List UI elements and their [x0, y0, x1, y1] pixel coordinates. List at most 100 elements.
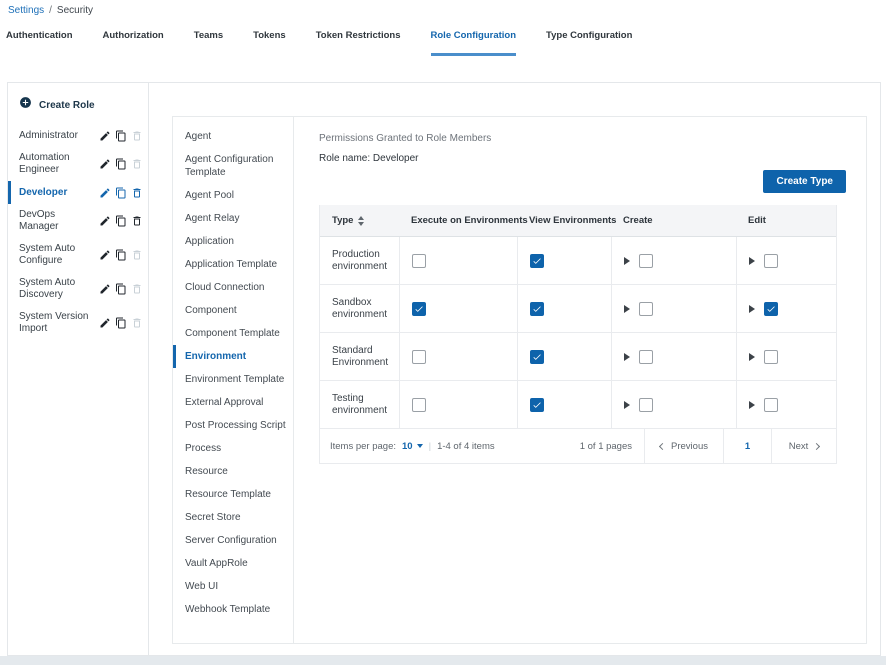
execute-on-environments-checkbox[interactable] [412, 253, 426, 268]
expand-triangle-icon[interactable] [624, 256, 630, 265]
pencil-icon[interactable] [98, 249, 111, 262]
column-header-create: Create [611, 215, 736, 226]
type-item-application[interactable]: Application [185, 236, 234, 247]
edit-checkbox[interactable] [764, 349, 778, 364]
type-item-agent-relay[interactable]: Agent Relay [185, 213, 240, 224]
type-item-component[interactable]: Component [185, 305, 237, 316]
tab-type-configuration[interactable]: Type Configuration [546, 30, 633, 41]
tab-tokens[interactable]: Tokens [253, 30, 286, 41]
copy-icon[interactable] [114, 215, 127, 228]
types-list: Agent Agent Configuration Template Agent P… [173, 117, 294, 643]
permissions-area: Permissions Granted to Role Members Role… [294, 117, 866, 643]
page-bottom-strip [0, 656, 886, 665]
permissions-table: Type Execute on Environments View Environm… [319, 205, 837, 464]
trash-icon[interactable] [130, 215, 143, 228]
expand-triangle-icon[interactable] [749, 256, 755, 265]
copy-icon[interactable] [114, 249, 127, 262]
role-row-devops-manager[interactable]: DevOps Manager [8, 204, 148, 238]
pencil-icon[interactable] [98, 317, 111, 330]
edit-checkbox[interactable] [764, 301, 778, 316]
table-row-sandbox-environment: Sandbox environment [320, 285, 836, 333]
execute-on-environments-checkbox[interactable] [412, 397, 426, 412]
pencil-icon[interactable] [98, 158, 111, 171]
type-item-agent[interactable]: Agent [185, 131, 212, 142]
expand-triangle-icon[interactable] [749, 352, 755, 361]
create-checkbox[interactable] [639, 301, 653, 316]
role-row-system-auto-discovery[interactable]: System Auto Discovery [8, 272, 148, 306]
type-item-agent-configuration-template[interactable]: Agent Configuration Template [185, 154, 274, 178]
copy-icon[interactable] [114, 158, 127, 171]
column-header-label: Edit [748, 215, 766, 226]
next-page-button[interactable]: Next [771, 429, 836, 463]
execute-on-environments-checkbox[interactable] [412, 349, 426, 364]
expand-triangle-icon[interactable] [624, 400, 630, 409]
column-header-label: View Environments [529, 215, 617, 226]
type-item-secret-store[interactable]: Secret Store [185, 512, 241, 523]
type-item-server-configuration[interactable]: Server Configuration [185, 535, 277, 546]
view-environments-checkbox[interactable] [530, 253, 544, 268]
items-per-page-select[interactable]: 10 [402, 441, 423, 452]
type-item-vault-approle[interactable]: Vault AppRole [185, 558, 248, 569]
copy-icon[interactable] [114, 186, 127, 199]
tab-authorization[interactable]: Authorization [102, 30, 164, 41]
edit-checkbox[interactable] [764, 253, 778, 268]
role-row-administrator[interactable]: Administrator [8, 124, 148, 147]
type-item-resource[interactable]: Resource [185, 466, 228, 477]
pencil-icon[interactable] [98, 283, 111, 296]
type-item-application-template[interactable]: Application Template [185, 259, 278, 270]
view-environments-checkbox[interactable] [530, 301, 544, 316]
type-item-external-approval[interactable]: External Approval [185, 397, 264, 408]
execute-on-environments-checkbox[interactable] [412, 301, 426, 316]
type-item-agent-pool[interactable]: Agent Pool [185, 190, 234, 201]
breadcrumb-settings-link[interactable]: Settings [8, 5, 45, 16]
sort-arrows-icon[interactable] [358, 215, 365, 226]
edit-cell [736, 237, 836, 284]
type-item-component-template[interactable]: Component Template [185, 328, 280, 339]
copy-icon[interactable] [114, 317, 127, 330]
role-row-developer[interactable]: Developer [8, 181, 148, 204]
copy-icon[interactable] [114, 283, 127, 296]
type-item-process[interactable]: Process [185, 443, 222, 454]
role-name-label: Role name: [319, 153, 371, 164]
type-item-environment[interactable]: Environment [173, 345, 293, 368]
create-checkbox[interactable] [639, 397, 653, 412]
type-item-web-ui[interactable]: Web UI [185, 581, 219, 592]
create-checkbox[interactable] [639, 253, 653, 268]
plus-circle-icon [19, 96, 32, 114]
tab-role-configuration[interactable]: Role Configuration [430, 30, 517, 56]
role-row-system-auto-configure[interactable]: System Auto Configure [8, 238, 148, 272]
tab-authentication[interactable]: Authentication [6, 30, 73, 41]
create-role-button[interactable]: Create Role [8, 96, 148, 114]
execute-cell [399, 333, 517, 380]
trash-icon[interactable] [130, 186, 143, 199]
pencil-icon[interactable] [98, 215, 111, 228]
role-row-system-version-import[interactable]: System Version Import [8, 306, 148, 340]
view-environments-checkbox[interactable] [530, 349, 544, 364]
type-item-resource-template[interactable]: Resource Template [185, 489, 271, 500]
type-item-cloud-connection[interactable]: Cloud Connection [185, 282, 265, 293]
create-type-button[interactable]: Create Type [763, 170, 846, 193]
pencil-icon[interactable] [98, 129, 111, 142]
page-number-button[interactable]: 1 [723, 429, 771, 463]
copy-icon[interactable] [114, 129, 127, 142]
view-environments-checkbox[interactable] [530, 397, 544, 412]
create-cell [611, 333, 736, 380]
previous-page-button[interactable]: Previous [644, 429, 723, 463]
create-checkbox[interactable] [639, 349, 653, 364]
edit-cell [736, 333, 836, 380]
expand-triangle-icon[interactable] [624, 352, 630, 361]
expand-triangle-icon[interactable] [749, 400, 755, 409]
type-item-environment-template[interactable]: Environment Template [185, 374, 285, 385]
expand-triangle-icon[interactable] [624, 304, 630, 313]
role-row-automation-engineer[interactable]: Automation Engineer [8, 147, 148, 181]
tab-token-restrictions[interactable]: Token Restrictions [315, 30, 401, 41]
tab-teams[interactable]: Teams [193, 30, 224, 41]
expand-triangle-icon[interactable] [749, 304, 755, 313]
chevron-right-icon [813, 442, 821, 450]
edit-checkbox[interactable] [764, 397, 778, 412]
column-header-type[interactable]: Type [320, 215, 399, 226]
view-cell [517, 237, 611, 284]
type-item-webhook-template[interactable]: Webhook Template [185, 604, 271, 615]
type-item-post-processing-script[interactable]: Post Processing Script [185, 420, 286, 431]
pencil-icon[interactable] [98, 186, 111, 199]
